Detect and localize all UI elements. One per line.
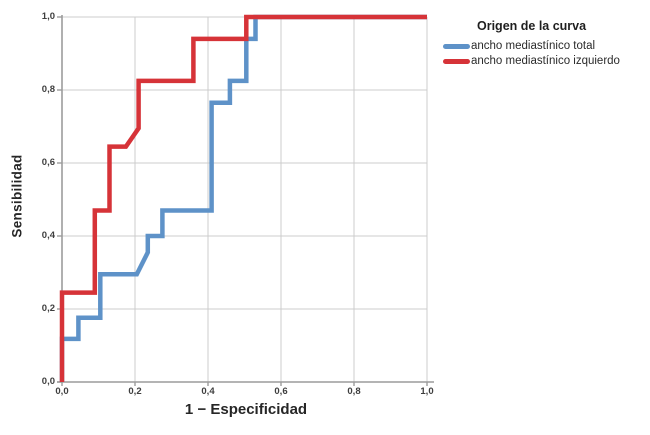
- y-tick-label: 0,0: [41, 376, 55, 387]
- y-tick-label: 1,0: [41, 11, 55, 22]
- x-tick-label: 1,0: [420, 386, 434, 397]
- y-tick-label: 0,4: [41, 230, 55, 241]
- y-tick-label: 0,8: [41, 84, 55, 95]
- x-axis-title: 1 − Especificidad: [184, 401, 308, 418]
- y-tick-label: 0,6: [41, 157, 55, 168]
- x-tick-label: 0,0: [55, 386, 69, 397]
- legend-entry-total: ancho mediastínico total: [443, 40, 648, 52]
- legend-swatch-blue-line: [443, 43, 470, 49]
- legend: Origen de la curva ancho mediastínico to…: [443, 19, 648, 70]
- y-tick-label: 0,2: [41, 303, 55, 314]
- x-tick-label: 0,4: [201, 386, 215, 397]
- legend-label: ancho mediastínico total: [471, 40, 596, 52]
- legend-swatch-red-line: [443, 58, 470, 64]
- legend-label: ancho mediastínico izquierdo: [471, 55, 620, 67]
- roc-curve: [59, 14, 427, 382]
- legend-entry-izquierdo: ancho mediastínico izquierdo: [443, 55, 648, 67]
- x-tick-label: 0,6: [274, 386, 288, 397]
- y-axis-title: Sensibilidad: [9, 154, 25, 238]
- legend-title: Origen de la curva: [477, 19, 587, 33]
- x-tick-label: 0,8: [347, 386, 361, 397]
- roc-curve: [59, 14, 427, 382]
- x-tick-label: 0,2: [128, 386, 142, 397]
